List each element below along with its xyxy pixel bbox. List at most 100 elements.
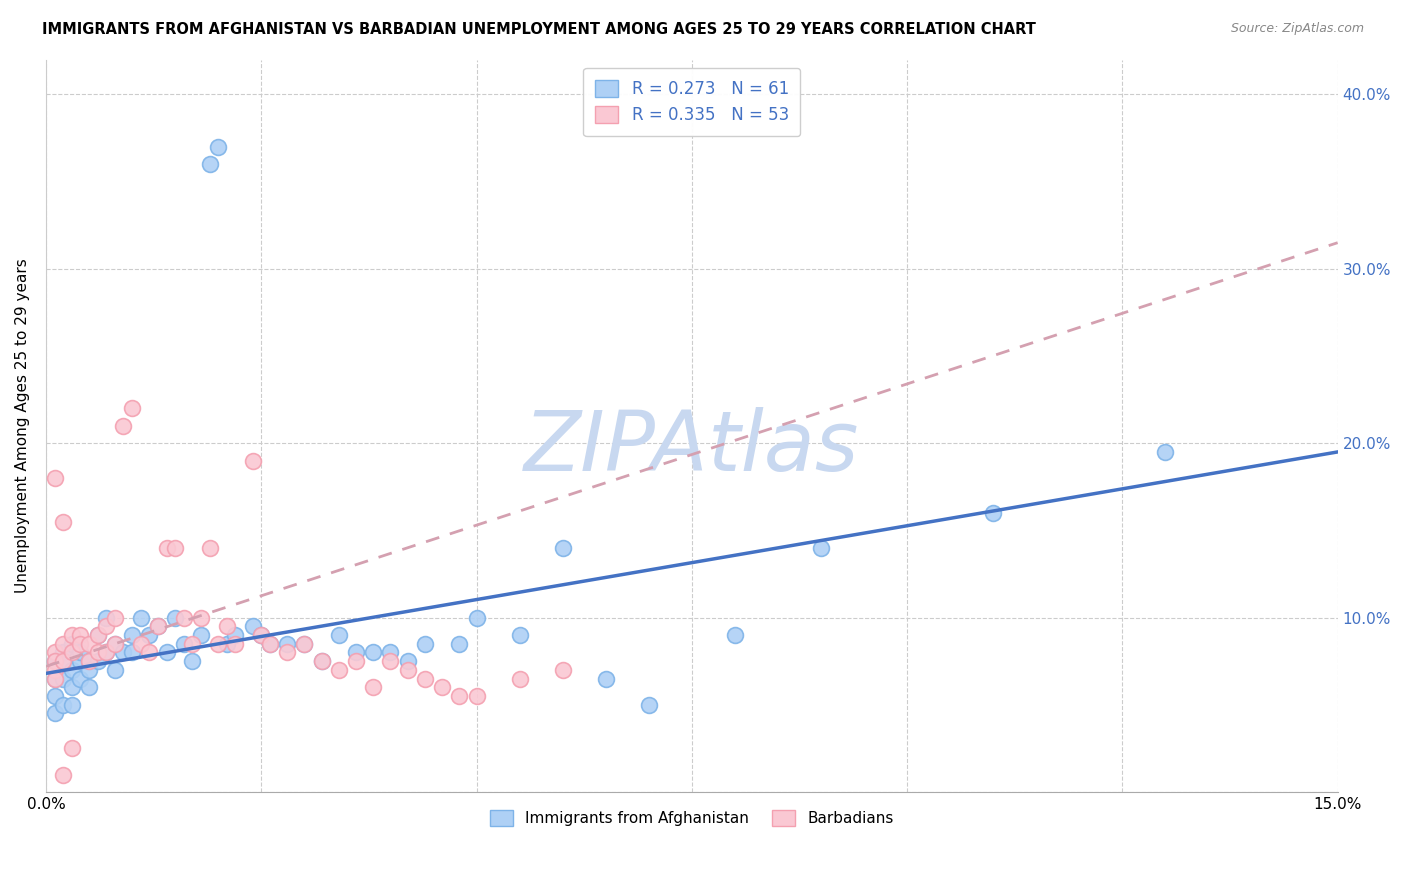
- Point: [449, 689, 471, 703]
- Point: [242, 453, 264, 467]
- Point: [173, 637, 195, 651]
- Point: [104, 610, 127, 624]
- Point: [69, 654, 91, 668]
- Point: [361, 681, 384, 695]
- Point: [361, 645, 384, 659]
- Point: [52, 767, 75, 781]
- Point: [215, 619, 238, 633]
- Point: [121, 628, 143, 642]
- Point: [551, 541, 574, 555]
- Point: [155, 645, 177, 659]
- Point: [44, 689, 66, 703]
- Point: [44, 706, 66, 721]
- Point: [86, 628, 108, 642]
- Point: [224, 637, 246, 651]
- Point: [112, 645, 135, 659]
- Point: [311, 654, 333, 668]
- Point: [44, 672, 66, 686]
- Point: [86, 654, 108, 668]
- Point: [724, 628, 747, 642]
- Point: [259, 637, 281, 651]
- Point: [276, 645, 298, 659]
- Point: [52, 672, 75, 686]
- Point: [52, 637, 75, 651]
- Point: [155, 541, 177, 555]
- Point: [449, 637, 471, 651]
- Point: [328, 663, 350, 677]
- Point: [146, 619, 169, 633]
- Point: [77, 637, 100, 651]
- Text: Source: ZipAtlas.com: Source: ZipAtlas.com: [1230, 22, 1364, 36]
- Point: [138, 645, 160, 659]
- Text: IMMIGRANTS FROM AFGHANISTAN VS BARBADIAN UNEMPLOYMENT AMONG AGES 25 TO 29 YEARS : IMMIGRANTS FROM AFGHANISTAN VS BARBADIAN…: [42, 22, 1036, 37]
- Point: [190, 610, 212, 624]
- Point: [96, 645, 118, 659]
- Point: [380, 654, 402, 668]
- Point: [292, 637, 315, 651]
- Point: [207, 140, 229, 154]
- Point: [165, 610, 187, 624]
- Point: [52, 654, 75, 668]
- Point: [44, 663, 66, 677]
- Point: [77, 654, 100, 668]
- Point: [129, 610, 152, 624]
- Point: [138, 628, 160, 642]
- Point: [224, 628, 246, 642]
- Point: [165, 541, 187, 555]
- Point: [242, 619, 264, 633]
- Point: [52, 645, 75, 659]
- Point: [60, 681, 83, 695]
- Point: [259, 637, 281, 651]
- Point: [981, 506, 1004, 520]
- Point: [190, 628, 212, 642]
- Point: [215, 637, 238, 651]
- Point: [595, 672, 617, 686]
- Point: [380, 645, 402, 659]
- Y-axis label: Unemployment Among Ages 25 to 29 years: Unemployment Among Ages 25 to 29 years: [15, 259, 30, 593]
- Point: [292, 637, 315, 651]
- Point: [52, 654, 75, 668]
- Point: [328, 628, 350, 642]
- Point: [198, 157, 221, 171]
- Legend: Immigrants from Afghanistan, Barbadians: Immigrants from Afghanistan, Barbadians: [481, 801, 903, 836]
- Point: [96, 619, 118, 633]
- Point: [198, 541, 221, 555]
- Point: [551, 663, 574, 677]
- Point: [52, 515, 75, 529]
- Point: [181, 654, 204, 668]
- Point: [121, 645, 143, 659]
- Point: [104, 637, 127, 651]
- Point: [86, 628, 108, 642]
- Point: [60, 698, 83, 712]
- Point: [129, 637, 152, 651]
- Point: [465, 610, 488, 624]
- Point: [44, 654, 66, 668]
- Point: [173, 610, 195, 624]
- Point: [509, 628, 531, 642]
- Point: [60, 637, 83, 651]
- Point: [344, 645, 367, 659]
- Point: [44, 471, 66, 485]
- Point: [104, 637, 127, 651]
- Point: [121, 401, 143, 416]
- Point: [52, 698, 75, 712]
- Point: [250, 628, 273, 642]
- Point: [44, 672, 66, 686]
- Point: [69, 637, 91, 651]
- Point: [207, 637, 229, 651]
- Point: [96, 610, 118, 624]
- Point: [60, 663, 83, 677]
- Point: [77, 654, 100, 668]
- Point: [112, 418, 135, 433]
- Point: [96, 645, 118, 659]
- Point: [509, 672, 531, 686]
- Point: [60, 645, 83, 659]
- Point: [69, 645, 91, 659]
- Point: [250, 628, 273, 642]
- Point: [146, 619, 169, 633]
- Point: [810, 541, 832, 555]
- Point: [344, 654, 367, 668]
- Point: [104, 663, 127, 677]
- Point: [413, 672, 436, 686]
- Point: [465, 689, 488, 703]
